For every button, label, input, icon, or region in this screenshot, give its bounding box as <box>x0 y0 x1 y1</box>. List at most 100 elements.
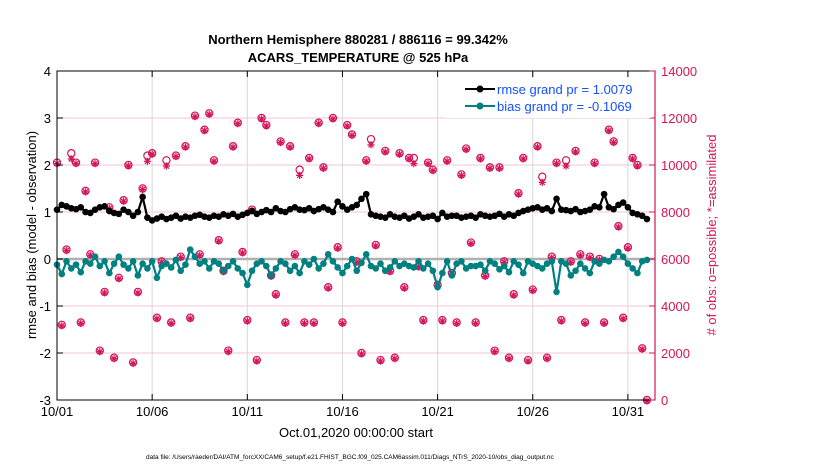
assimilated-obs-marker <box>571 148 580 156</box>
asterisk-stroke <box>477 156 484 162</box>
assimilated-obs-marker <box>286 143 294 151</box>
asterisk-stroke <box>149 151 156 158</box>
asterisk-stroke <box>277 139 284 146</box>
asterisk-stroke <box>467 240 474 247</box>
bias-point <box>343 262 351 270</box>
bias-point <box>125 265 132 272</box>
asterisk-stroke <box>329 116 336 122</box>
rmse-point <box>339 203 346 210</box>
asterisk-stroke <box>111 355 118 362</box>
assimilated-obs-marker <box>495 164 504 172</box>
assimilated-obs-marker <box>524 357 532 365</box>
asterisk-stroke <box>73 160 79 167</box>
asterisk-stroke <box>187 315 194 322</box>
bias-point <box>58 270 66 278</box>
bias-point <box>515 261 522 268</box>
bias-point <box>477 261 484 268</box>
bias-point <box>167 264 175 271</box>
rmse-point <box>115 210 123 218</box>
assimilated-obs-marker <box>148 150 156 158</box>
asterisk-stroke <box>225 348 232 355</box>
assimilated-obs-marker <box>100 289 109 297</box>
bias-point <box>163 260 170 268</box>
asterisk-stroke <box>572 148 579 155</box>
asterisk-stroke <box>377 358 384 364</box>
bias-point <box>372 265 380 272</box>
assimilated-obs-marker <box>143 157 151 165</box>
assimilated-obs-marker <box>395 150 404 158</box>
y2-tick-label: 4000 <box>661 299 690 314</box>
assimilated-obs-marker <box>410 160 418 168</box>
bias-point <box>244 281 251 289</box>
assimilated-obs-marker <box>486 164 494 172</box>
assimilated-obs-marker <box>405 155 413 163</box>
assimilated-obs-marker <box>200 127 209 135</box>
x-tick-label: 10/11 <box>232 404 264 419</box>
assimilated-obs-marker <box>91 160 99 168</box>
assimilated-obs-marker <box>129 359 137 367</box>
bias-point <box>362 251 370 258</box>
asterisk-stroke <box>539 179 546 186</box>
y2-tick-label: 14000 <box>661 64 697 79</box>
asterisk-stroke <box>372 242 379 249</box>
bias-point <box>148 258 156 265</box>
assimilated-obs-marker <box>614 223 622 231</box>
asterisk-stroke <box>296 172 303 179</box>
asterisk-stroke <box>610 139 617 146</box>
y-tick-label: 0 <box>44 252 51 267</box>
bias-point <box>72 261 80 268</box>
asterisk-stroke <box>239 250 246 256</box>
asterisk-stroke <box>577 252 584 259</box>
asterisk-stroke <box>510 292 517 299</box>
assimilated-obs-marker <box>134 289 142 297</box>
bias-point <box>596 260 603 268</box>
legend-box <box>445 78 651 118</box>
assimilated-obs-marker <box>162 162 171 170</box>
rmse-point <box>305 204 313 212</box>
asterisk-stroke <box>491 348 498 355</box>
bias-point <box>434 283 441 291</box>
assimilated-obs-marker <box>376 357 385 365</box>
asterisk-stroke <box>629 156 636 162</box>
assimilated-obs-marker <box>205 110 213 118</box>
x-tick-label: 10/21 <box>421 404 454 419</box>
assimilated-obs-marker <box>533 143 542 151</box>
asterisk-stroke <box>401 285 408 292</box>
assimilated-obs-marker <box>296 171 304 179</box>
rmse-point <box>496 210 503 218</box>
bias-point <box>386 264 394 271</box>
y2-tick-label: 6000 <box>661 252 690 267</box>
asterisk-stroke <box>506 355 512 362</box>
bias-point <box>120 261 127 268</box>
assimilated-obs-marker <box>576 251 584 259</box>
rmse-point <box>624 204 632 211</box>
x-axis-label: Oct.01,2020 00:00:00 start <box>279 425 433 440</box>
asterisk-stroke <box>453 320 460 327</box>
asterisk-stroke <box>315 120 322 127</box>
bias-point <box>186 246 194 253</box>
assimilated-obs-marker <box>81 188 90 196</box>
bias-point <box>353 267 361 275</box>
bias-point <box>581 265 589 272</box>
bias-point <box>586 269 594 277</box>
asterisk-stroke <box>263 123 270 129</box>
asterisk-stroke <box>586 254 593 261</box>
asterisk-stroke <box>534 144 541 151</box>
bias-point <box>191 253 199 260</box>
rmse-point <box>572 205 579 213</box>
rmse-point <box>596 204 603 211</box>
assimilated-obs-marker <box>481 272 489 281</box>
assimilated-obs-marker <box>505 355 513 363</box>
rmse-point <box>400 212 408 220</box>
legend-bias-marker <box>476 102 484 110</box>
asterisk-stroke <box>230 144 236 151</box>
asterisk-stroke <box>134 289 141 296</box>
assimilated-obs-marker <box>257 115 266 123</box>
rmse-point <box>272 204 280 212</box>
bias-point <box>553 288 560 296</box>
assimilated-obs-marker <box>253 357 261 365</box>
assimilated-obs-marker <box>400 284 408 292</box>
bias-point <box>67 265 75 272</box>
asterisk-stroke <box>429 167 436 174</box>
rmse-point <box>638 212 646 220</box>
